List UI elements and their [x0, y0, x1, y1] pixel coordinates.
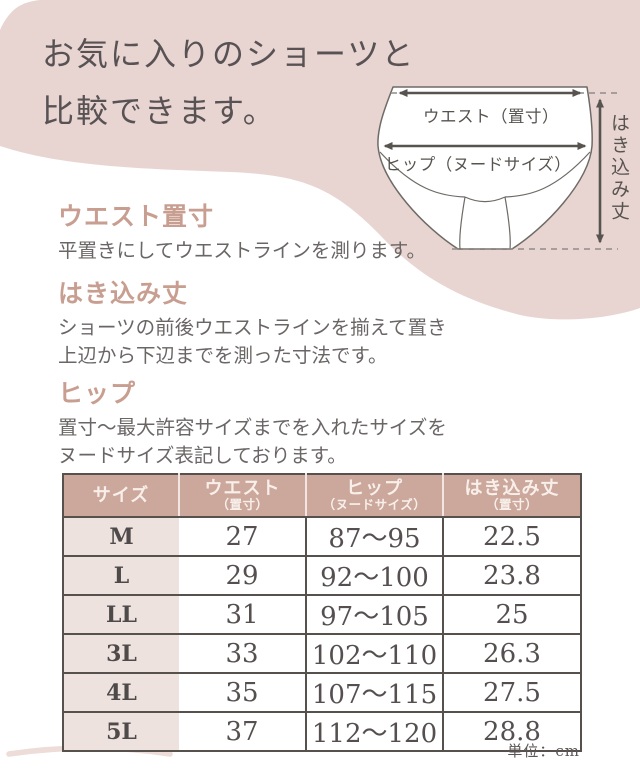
section-hip: ヒップ 置寸〜最大許容サイズまでを入れたサイズを ヌードサイズ表記しております。 — [58, 379, 458, 470]
waist-diagram-label: ウエスト（置寸） — [423, 107, 559, 126]
section-waist-heading: ウエスト置寸 — [58, 202, 215, 231]
size-value: 5L — [63, 711, 179, 751]
size-value: M — [63, 517, 179, 556]
section-rise: はき込み丈 ショーツの前後ウエストラインを揃えて置き 上辺から下辺までを測った寸… — [58, 279, 458, 370]
size-table-header-row: サイズ ウエスト （置寸） ヒップ （ヌードサイズ） はき込み丈 （置寸） — [63, 474, 581, 518]
hip-value: 102〜110 — [305, 633, 443, 673]
section-waist: ウエスト置寸 平置きにしてウエストラインを測ります。 — [58, 202, 458, 265]
rise-value: 26.3 — [442, 633, 581, 673]
size-value: 4L — [63, 672, 179, 712]
waist-value: 27 — [179, 517, 306, 556]
hip-diagram-label: ヒップ（ヌードサイズ） — [384, 155, 572, 174]
page-title-line-1: お気に入りのショーツと — [42, 35, 416, 73]
hip-value: 107〜115 — [305, 672, 443, 712]
table-row: 4L 35 107〜115 27.5 — [63, 672, 581, 712]
rise-value: 27.5 — [442, 672, 581, 712]
col-header-waist: ウエスト （置寸） — [178, 474, 306, 518]
rise-value: 22.5 — [442, 517, 581, 556]
hip-value: 97〜105 — [305, 594, 443, 634]
section-hip-text: 置寸〜最大許容サイズまでを入れたサイズを ヌードサイズ表記しております。 — [58, 416, 447, 467]
table-row: 3L 33 102〜110 26.3 — [63, 633, 581, 673]
table-row: 5L 37 112〜120 28.8 — [63, 711, 581, 751]
section-rise-text: ショーツの前後ウエストラインを揃えて置き 上辺から下辺までを測った寸法です。 — [58, 316, 447, 367]
hip-value: 92〜100 — [305, 555, 443, 595]
rise-value: 28.8 — [442, 711, 581, 751]
waist-value: 31 — [179, 594, 306, 634]
waist-value: 35 — [179, 672, 306, 712]
waist-value: 33 — [179, 633, 306, 673]
hip-value: 87〜95 — [305, 517, 443, 556]
hip-value: 112〜120 — [305, 711, 443, 751]
section-waist-text: 平置きにしてウエストラインを測ります。 — [58, 239, 426, 262]
col-header-hip: ヒップ （ヌードサイズ） — [305, 474, 443, 518]
table-row: LL 31 97〜105 25 — [63, 594, 581, 634]
size-value: 3L — [63, 633, 179, 673]
table-row: M 27 87〜95 22.5 — [63, 517, 581, 556]
rise-value: 25 — [442, 594, 581, 634]
size-value: LL — [63, 594, 179, 634]
unit-note: 単位：cm — [507, 742, 580, 760]
section-rise-heading: はき込み丈 — [58, 279, 189, 308]
col-header-rise: はき込み丈 （置寸） — [442, 474, 581, 518]
section-hip-heading: ヒップ — [58, 379, 137, 408]
rise-value: 23.8 — [442, 555, 581, 595]
col-header-size: サイズ — [63, 474, 179, 518]
size-table: サイズ ウエスト （置寸） ヒップ （ヌードサイズ） はき込み丈 （置寸） M — [62, 473, 582, 752]
table-row: L 29 92〜100 23.8 — [63, 555, 581, 595]
waist-value: 37 — [179, 711, 306, 751]
page-title: お気に入りのショーツと 比較できます。 — [42, 26, 415, 140]
page-title-line-2: 比較できます。 — [42, 92, 277, 130]
size-value: L — [63, 555, 179, 595]
rise-diagram-label: はき込み丈 — [608, 113, 630, 223]
waist-value: 29 — [179, 555, 306, 595]
